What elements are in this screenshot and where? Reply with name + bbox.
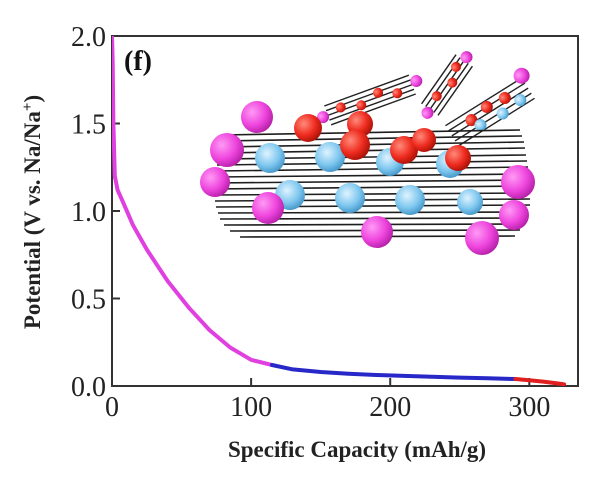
x-axis-label: Specific Capacity (mAh/g) bbox=[228, 437, 486, 462]
red-ions bbox=[294, 111, 471, 171]
small-flake-2 bbox=[421, 51, 473, 119]
series-group bbox=[112, 36, 567, 386]
panel-label: (f) bbox=[124, 46, 152, 77]
x-tick-label: 100 bbox=[230, 392, 272, 423]
y-tick-label: 2.0 bbox=[71, 22, 106, 53]
y-tick-label: 1.0 bbox=[71, 197, 106, 228]
x-tick-label: 0 bbox=[105, 392, 119, 423]
series-line-2 bbox=[270, 363, 518, 381]
series-line-1 bbox=[112, 36, 274, 367]
pink-ions bbox=[200, 101, 535, 255]
y-tick-label: 1.5 bbox=[71, 110, 106, 141]
x-tick-label: 200 bbox=[369, 392, 411, 423]
x-tick-label: 300 bbox=[508, 392, 550, 423]
y-tick-label: 0.5 bbox=[71, 285, 106, 316]
y-axis-label: Potential (V vs. Na/Na+) bbox=[20, 95, 45, 329]
inset-illustration bbox=[200, 51, 535, 255]
small-flake-1 bbox=[317, 74, 423, 126]
y-tick-label: 0.0 bbox=[71, 372, 106, 403]
series-line-3 bbox=[513, 377, 567, 386]
tick-labels: 0 100 200 300 0.0 0.5 1.0 1.5 2.0 bbox=[71, 22, 550, 423]
small-flake-3 bbox=[445, 67, 535, 147]
